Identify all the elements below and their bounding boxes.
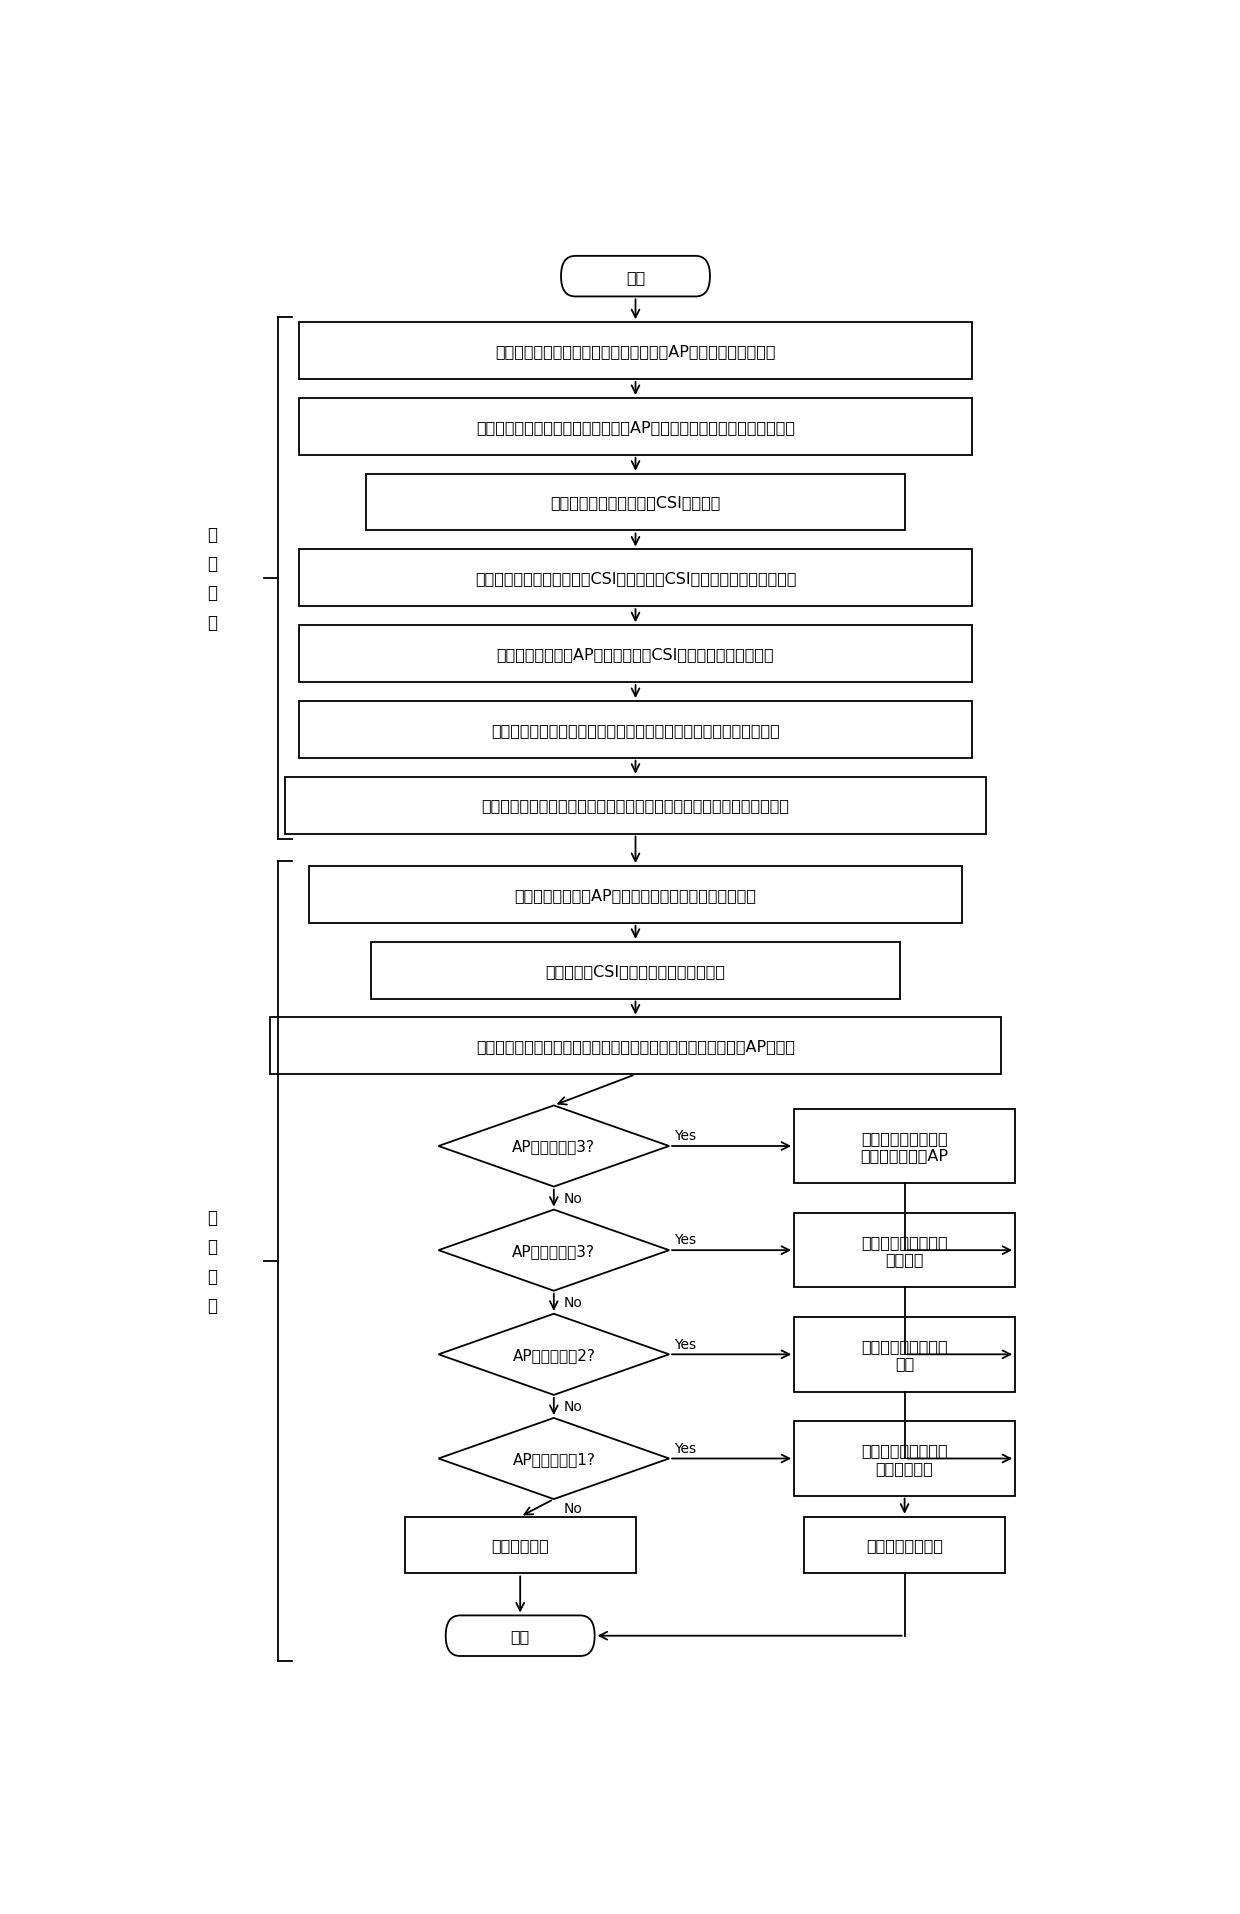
Text: 根据几何模型选择接
收信号比较强的AP: 根据几何模型选择接 收信号比较强的AP [861, 1129, 949, 1162]
Text: 利用最小二乘法进行
定位: 利用最小二乘法进行 定位 [862, 1338, 947, 1370]
Text: AP的数目等于3?: AP的数目等于3? [512, 1242, 595, 1257]
Text: 将自适应路径损耗系数带入到室内传播模型中，得到自适应信号传播模型: 将自适应路径损耗系数带入到室内传播模型中，得到自适应信号传播模型 [481, 798, 790, 813]
Text: 根据获得的CSI信息计算接收信号的能量: 根据获得的CSI信息计算接收信号的能量 [546, 963, 725, 978]
Text: 开始: 开始 [626, 270, 645, 285]
Text: Yes: Yes [675, 1233, 696, 1246]
FancyBboxPatch shape [367, 475, 905, 532]
Text: 对环境因子与路径损耗系数进行线性拟合，得到自适应路径损耗系数: 对环境因子与路径损耗系数进行线性拟合，得到自适应路径损耗系数 [491, 722, 780, 737]
Text: No: No [563, 1191, 583, 1206]
FancyBboxPatch shape [794, 1110, 1016, 1183]
Text: 得到目标源的位置: 得到目标源的位置 [866, 1537, 944, 1552]
Text: 无法进行定位: 无法进行定位 [491, 1537, 549, 1552]
FancyBboxPatch shape [299, 626, 972, 683]
Text: AP的数目等于1?: AP的数目等于1? [512, 1451, 595, 1466]
FancyBboxPatch shape [445, 1615, 595, 1656]
Text: No: No [563, 1296, 583, 1309]
FancyBboxPatch shape [560, 256, 711, 297]
Text: Yes: Yes [675, 1336, 696, 1351]
Polygon shape [439, 1315, 670, 1395]
Text: 将所得的接收信号能量带入到自适应传播模型中，得到目标源到AP的距离: 将所得的接收信号能量带入到自适应传播模型中，得到目标源到AP的距离 [476, 1039, 795, 1055]
Text: No: No [563, 1501, 583, 1516]
Text: 结束: 结束 [511, 1629, 529, 1644]
Text: No: No [563, 1399, 583, 1414]
FancyBboxPatch shape [309, 867, 962, 923]
FancyBboxPatch shape [299, 549, 972, 607]
FancyBboxPatch shape [299, 702, 972, 758]
Text: 利用三节点定位算法
进行定位: 利用三节点定位算法 进行定位 [862, 1235, 947, 1267]
FancyBboxPatch shape [285, 777, 986, 835]
Text: Yes: Yes [675, 1129, 696, 1143]
FancyBboxPatch shape [794, 1422, 1016, 1497]
Text: 离
线
阶
段: 离 线 阶 段 [207, 526, 218, 632]
FancyBboxPatch shape [794, 1317, 1016, 1391]
FancyBboxPatch shape [804, 1518, 1006, 1573]
FancyBboxPatch shape [299, 398, 972, 456]
Polygon shape [439, 1106, 670, 1187]
Text: 利用机器学习与融合
算法进行定位: 利用机器学习与融合 算法进行定位 [862, 1443, 947, 1476]
FancyBboxPatch shape [371, 942, 900, 999]
Text: 在每个定标点，计算滤波后CSI能量与原始CSI能量之比，得到环境因子: 在每个定标点，计算滤波后CSI能量与原始CSI能量之比，得到环境因子 [475, 570, 796, 586]
FancyBboxPatch shape [299, 323, 972, 379]
Text: 目标源发射数据，AP接收数据，提取多组信道状态信息: 目标源发射数据，AP接收数据，提取多组信道状态信息 [515, 888, 756, 901]
Polygon shape [439, 1210, 670, 1292]
Text: 在
线
阶
段: 在 线 阶 段 [207, 1208, 218, 1315]
Polygon shape [439, 1418, 670, 1499]
Text: 在每个定标点，对提取的CSI进行滤波: 在每个定标点，对提取的CSI进行滤波 [551, 496, 720, 511]
FancyBboxPatch shape [270, 1018, 1001, 1076]
Text: AP的数目大于3?: AP的数目大于3? [512, 1139, 595, 1154]
Text: 在定位环境中随机选择多个定标点，测量AP到每个定标点的距离: 在定位环境中随机选择多个定标点，测量AP到每个定标点的距离 [495, 345, 776, 358]
Text: AP的数目等于2?: AP的数目等于2? [512, 1347, 595, 1363]
Text: 目标源分别在每个定标点发射数据，AP接收数据，提取多组信道状态信息: 目标源分别在每个定标点发射数据，AP接收数据，提取多组信道状态信息 [476, 419, 795, 434]
FancyBboxPatch shape [404, 1518, 635, 1573]
FancyBboxPatch shape [794, 1213, 1016, 1288]
Text: 根据每个定标点到AP的距离与原始CSI能量计算路径损耗系数: 根据每个定标点到AP的距离与原始CSI能量计算路径损耗系数 [497, 647, 774, 662]
Text: Yes: Yes [675, 1441, 696, 1455]
